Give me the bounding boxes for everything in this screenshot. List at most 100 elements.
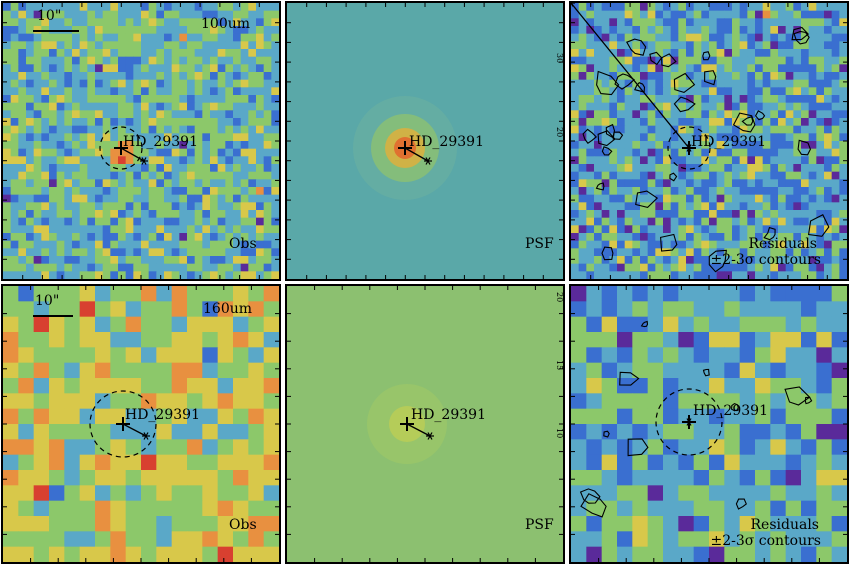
pixel — [747, 87, 756, 96]
pixel — [3, 56, 12, 65]
pixel — [793, 271, 802, 279]
pixel — [709, 79, 718, 88]
pixel — [202, 362, 219, 379]
pixel — [624, 156, 633, 165]
pixel — [816, 546, 833, 562]
pixel — [148, 263, 157, 272]
pixel — [141, 110, 150, 119]
pixel — [571, 301, 587, 318]
pixel — [256, 87, 265, 96]
pixel — [655, 64, 664, 73]
pixel — [18, 332, 35, 348]
pixel — [263, 171, 272, 180]
pixel — [824, 141, 833, 150]
pixel — [110, 18, 119, 27]
pixel — [171, 164, 180, 173]
pixel — [95, 148, 104, 157]
pixel — [739, 500, 756, 517]
pixel — [732, 187, 741, 196]
pixel — [709, 485, 725, 502]
pixel — [709, 102, 718, 111]
pixel — [601, 148, 610, 157]
pixel — [118, 26, 127, 35]
pixel — [102, 210, 111, 219]
pixel — [64, 102, 73, 111]
pixel — [79, 424, 96, 440]
pixel — [617, 179, 626, 188]
pixel — [49, 33, 58, 42]
aperture-circle — [99, 126, 143, 170]
pixel — [156, 87, 165, 96]
pixel — [594, 271, 603, 279]
pixel — [3, 332, 19, 348]
pixel — [578, 125, 587, 134]
pixel — [831, 72, 840, 81]
pixel — [217, 148, 226, 157]
pixel — [118, 95, 127, 104]
pixel — [217, 516, 234, 532]
pixel — [724, 56, 733, 65]
pixel — [686, 64, 695, 73]
pixel — [716, 125, 725, 134]
pixel — [693, 393, 710, 410]
pixel — [187, 148, 196, 157]
pixel — [747, 141, 756, 150]
pixel — [248, 424, 265, 440]
pixel — [263, 87, 272, 96]
pixel — [217, 256, 226, 265]
pixel — [141, 18, 150, 27]
pixel — [601, 347, 618, 364]
pixel — [670, 95, 679, 104]
pixel — [594, 95, 603, 104]
pixel — [617, 531, 633, 548]
pixel — [256, 18, 265, 27]
pixel — [49, 378, 65, 394]
pixel — [801, 79, 810, 88]
pixel — [263, 500, 279, 517]
pixel — [187, 10, 196, 19]
pixel — [586, 454, 603, 471]
pixel — [732, 263, 741, 272]
pixel — [778, 240, 787, 249]
pixel — [263, 217, 272, 226]
pixel — [110, 64, 119, 73]
pixel — [141, 171, 150, 180]
pixel — [609, 194, 618, 203]
pixel — [263, 26, 272, 35]
pixel — [125, 470, 142, 486]
pixel — [586, 171, 595, 180]
pixel — [624, 225, 633, 234]
pixel — [26, 49, 35, 58]
pixel — [716, 217, 725, 226]
pixel — [156, 485, 173, 502]
pixel — [187, 301, 203, 318]
pixel — [785, 41, 794, 50]
pixel — [709, 439, 725, 456]
pixel — [233, 49, 242, 58]
pixel — [793, 263, 802, 272]
pixel — [601, 332, 618, 348]
pixel — [95, 102, 104, 111]
pixel — [762, 164, 771, 173]
pixel — [793, 10, 802, 19]
pixel — [632, 332, 649, 348]
pixel — [663, 240, 672, 249]
pixel — [824, 56, 833, 65]
pixel — [194, 225, 203, 234]
pixel — [240, 187, 249, 196]
pixel — [617, 454, 633, 471]
pixel — [18, 79, 27, 88]
pixel — [33, 316, 50, 333]
pixel — [732, 271, 741, 279]
pixel — [709, 156, 718, 165]
pixel — [210, 95, 219, 104]
pixel — [187, 141, 196, 150]
pixel — [133, 141, 142, 150]
pixel — [701, 10, 710, 19]
pixel — [110, 393, 127, 410]
pixel — [171, 95, 180, 104]
pixel — [739, 233, 748, 242]
pixel — [816, 332, 833, 348]
pixel — [739, 378, 756, 394]
pixel — [824, 26, 833, 35]
